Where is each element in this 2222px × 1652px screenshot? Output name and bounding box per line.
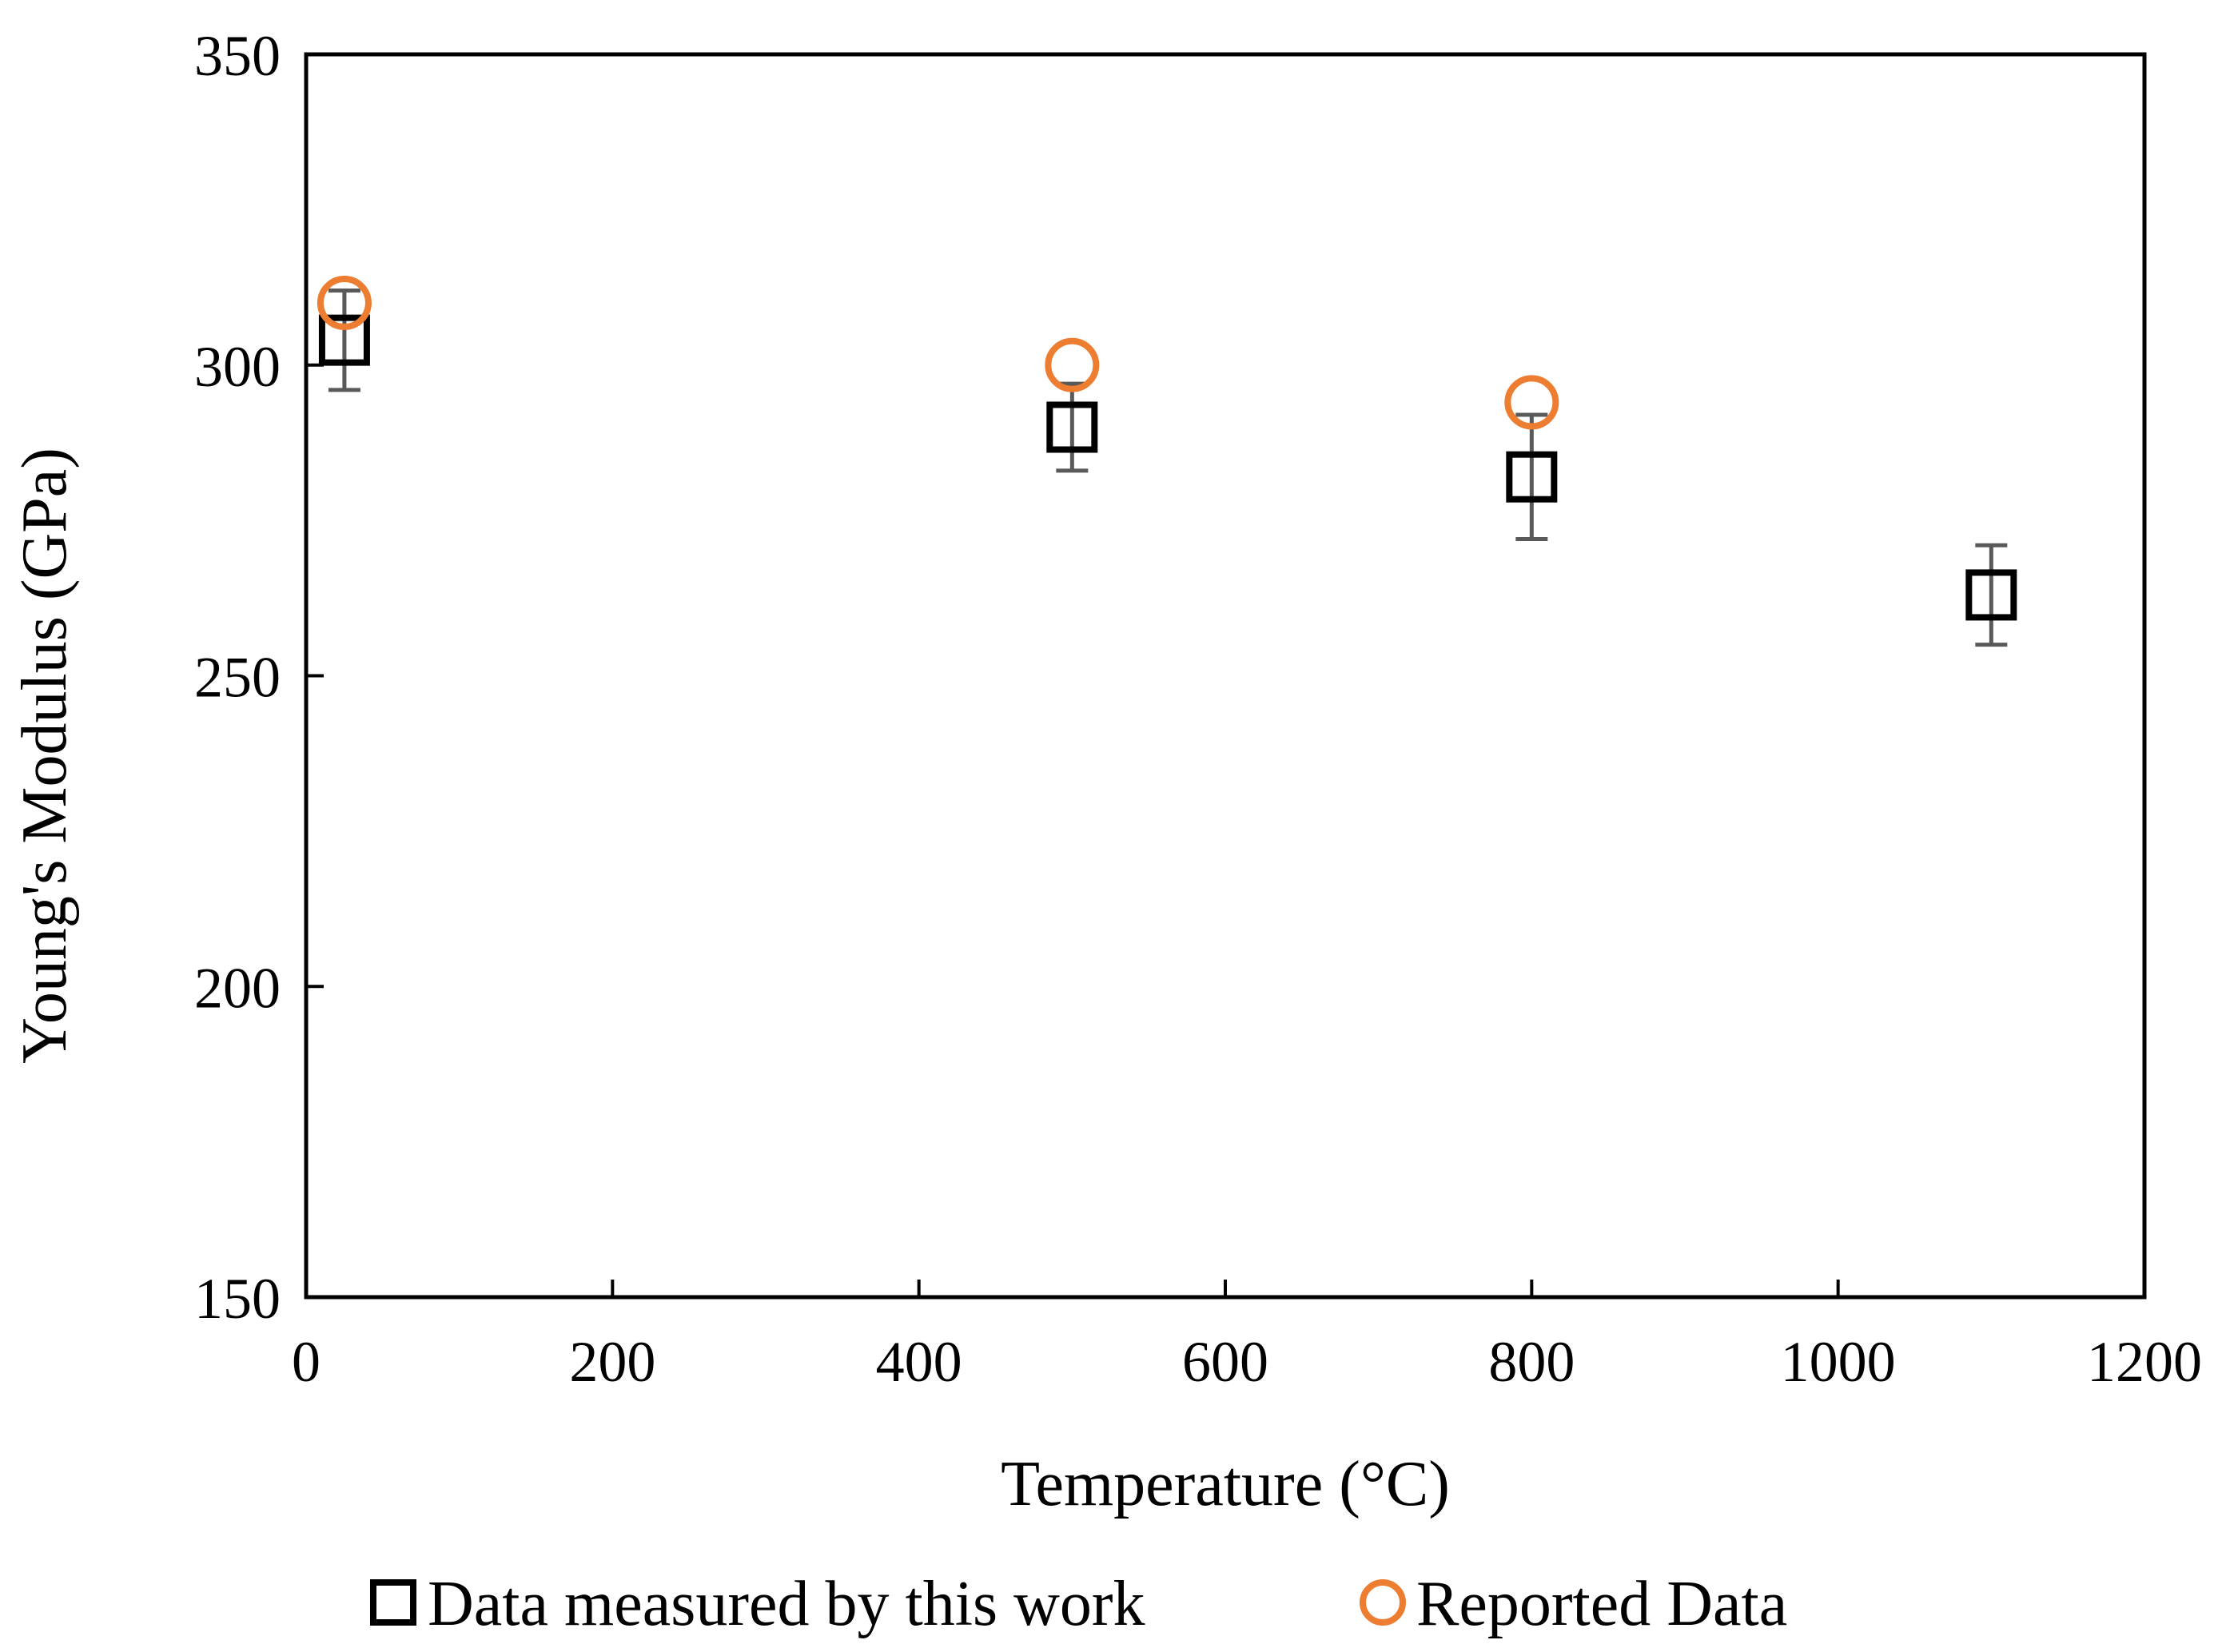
y-tick-label: 150 bbox=[194, 1267, 281, 1331]
data-marks bbox=[317, 276, 2017, 647]
legend-marker-circle bbox=[1360, 1579, 1406, 1626]
data-point-circle bbox=[1045, 337, 1100, 392]
x-tick-label: 800 bbox=[1488, 1330, 1575, 1394]
x-tick-label: 0 bbox=[292, 1330, 321, 1394]
legend: Data measured by this work Reported Data bbox=[370, 1569, 1787, 1639]
data-point-circle bbox=[317, 276, 372, 330]
y-tick-label: 350 bbox=[194, 24, 281, 88]
plot-frame bbox=[304, 52, 2147, 1300]
x-axis-title: Temperature (°C) bbox=[1001, 1449, 1450, 1519]
axes: 0 200 400 600 800 1000 1200 150 200 250 300 350 bbox=[194, 24, 2202, 1394]
y-tick-label: 300 bbox=[194, 335, 281, 399]
legend-label-measured: Data measured by this work bbox=[428, 1569, 1145, 1639]
data-point-square bbox=[1965, 569, 2017, 621]
data-point-square bbox=[1506, 451, 1558, 503]
y-tick-label: 250 bbox=[194, 646, 281, 710]
x-tick-label: 600 bbox=[1182, 1330, 1268, 1394]
x-tick-label: 1200 bbox=[2087, 1330, 2202, 1394]
y-axis-title: Young's Modulus (GPa) bbox=[10, 448, 80, 1064]
legend-label-reported: Reported Data bbox=[1416, 1569, 1787, 1639]
legend-marker-square bbox=[370, 1579, 416, 1626]
data-point-circle bbox=[1504, 375, 1559, 430]
y-tick-label: 200 bbox=[194, 956, 281, 1020]
x-tick-label: 400 bbox=[876, 1330, 962, 1394]
data-point-square bbox=[318, 314, 370, 366]
data-point-square bbox=[1046, 401, 1098, 453]
x-tick-label: 200 bbox=[569, 1330, 655, 1394]
x-tick-label: 1000 bbox=[1781, 1330, 1896, 1394]
